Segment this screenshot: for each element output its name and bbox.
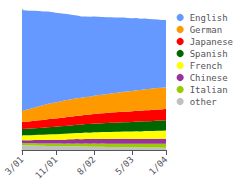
svg-text:other: other [190, 97, 218, 107]
svg-text:3/01: 3/01 [3, 154, 25, 176]
svg-text:Chinese: Chinese [190, 73, 228, 83]
svg-text:Italian: Italian [190, 85, 228, 95]
svg-text:Japanese: Japanese [190, 37, 233, 47]
svg-text:Spanish: Spanish [190, 49, 228, 59]
svg-text:German: German [190, 25, 223, 35]
svg-text:11/01: 11/01 [33, 154, 59, 180]
svg-text:8/02: 8/02 [75, 154, 97, 176]
svg-text:5/03: 5/03 [113, 154, 135, 176]
svg-text:French: French [190, 61, 223, 71]
svg-text:1/04: 1/04 [147, 154, 169, 176]
svg-text:English: English [190, 13, 228, 23]
